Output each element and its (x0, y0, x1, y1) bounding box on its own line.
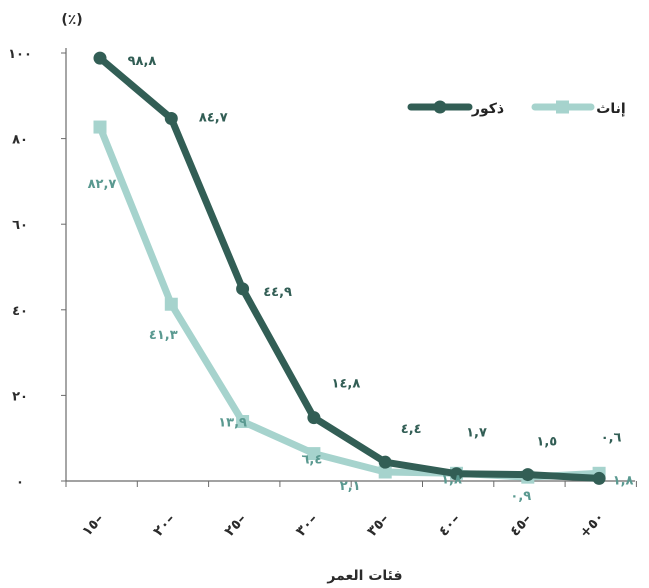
axes (61, 48, 637, 487)
data-point (450, 467, 463, 481)
data-point (164, 297, 178, 311)
data-label: ٠,٦ (601, 430, 622, 445)
data-label: ١,٥ (536, 435, 557, 450)
y-tick-label: ٦٠ (12, 218, 28, 233)
data-point (521, 468, 535, 482)
data-point (307, 447, 321, 461)
data-label: ٨٤,٧ (199, 110, 228, 125)
x-tick-label: ٣٠– (293, 511, 321, 540)
legend-male-label: ذكور (471, 101, 504, 117)
data-point (378, 465, 392, 479)
data-label: ١,٨ (441, 472, 462, 487)
legend-female-marker (556, 100, 569, 114)
data-label: ١,٧ (466, 426, 487, 441)
x-axis-title: فئات العمر (326, 568, 402, 584)
data-label: ٦,٤ (301, 453, 322, 468)
x-tick-label: ٤٥– (507, 511, 535, 540)
x-tick-label: ٣٥– (364, 511, 392, 540)
data-point (236, 415, 250, 429)
y-tick-label: ٤٠ (12, 304, 28, 319)
data-label: ٢,١ (340, 479, 361, 494)
x-tick-label: +٥٠ (577, 509, 608, 541)
data-point (236, 282, 250, 296)
data-point (164, 111, 178, 125)
x-tick-label: ٤٠– (436, 511, 464, 540)
data-label: ٠,٩ (510, 489, 531, 504)
data-label: ٤٤,٩ (263, 285, 292, 300)
data-label: ٤,٤ (401, 422, 422, 437)
series-layer (93, 51, 606, 485)
y-tick-label: ٠ (16, 475, 24, 490)
data-point (93, 51, 107, 65)
y-tick-label: ٨٠ (12, 133, 28, 148)
data-point (307, 411, 321, 425)
x-tick-label: ٢٠– (150, 511, 178, 540)
data-label: ١٣,٩ (218, 416, 247, 431)
x-tick-label: ١٥– (79, 511, 107, 540)
y-tick-labels: ٠ ٢٠ ٤٠ ٦٠ ٨٠ ١٠٠ (8, 47, 32, 490)
x-tick-label: ٢٥– (222, 511, 250, 540)
y-tick-label: ١٠٠ (8, 47, 32, 62)
data-label: ٤١,٣ (149, 328, 178, 343)
legend: ذكور إناث (407, 100, 626, 117)
y-axis-unit-label: (٪) (61, 12, 82, 28)
data-label: ١,٨ (613, 473, 634, 488)
data-labels: ٩٨,٨ ٨٤,٧ ٤٤,٩ ١٤,٨ ٤,٤ ١,٧ ١,٥ ٠,٦ ٨٢,٧ ٤١,٣ ١٣,٩… (88, 54, 634, 504)
data-label: ١٤,٨ (332, 377, 361, 392)
x-tick-labels: ١٥– ٢٠– ٢٥– ٣٠– ٣٥– ٤٠– ٤٥– +٥٠ (79, 509, 608, 541)
data-point (93, 120, 107, 134)
data-point (378, 455, 392, 469)
legend-female-label: إناث (596, 101, 625, 117)
data-label: ٩٨,٨ (128, 54, 157, 69)
y-tick-label: ٢٠ (12, 389, 28, 404)
legend-male-marker (433, 100, 447, 114)
series-line (96, 54, 603, 482)
data-point (592, 471, 606, 485)
data-label: ٨٢,٧ (88, 177, 117, 192)
